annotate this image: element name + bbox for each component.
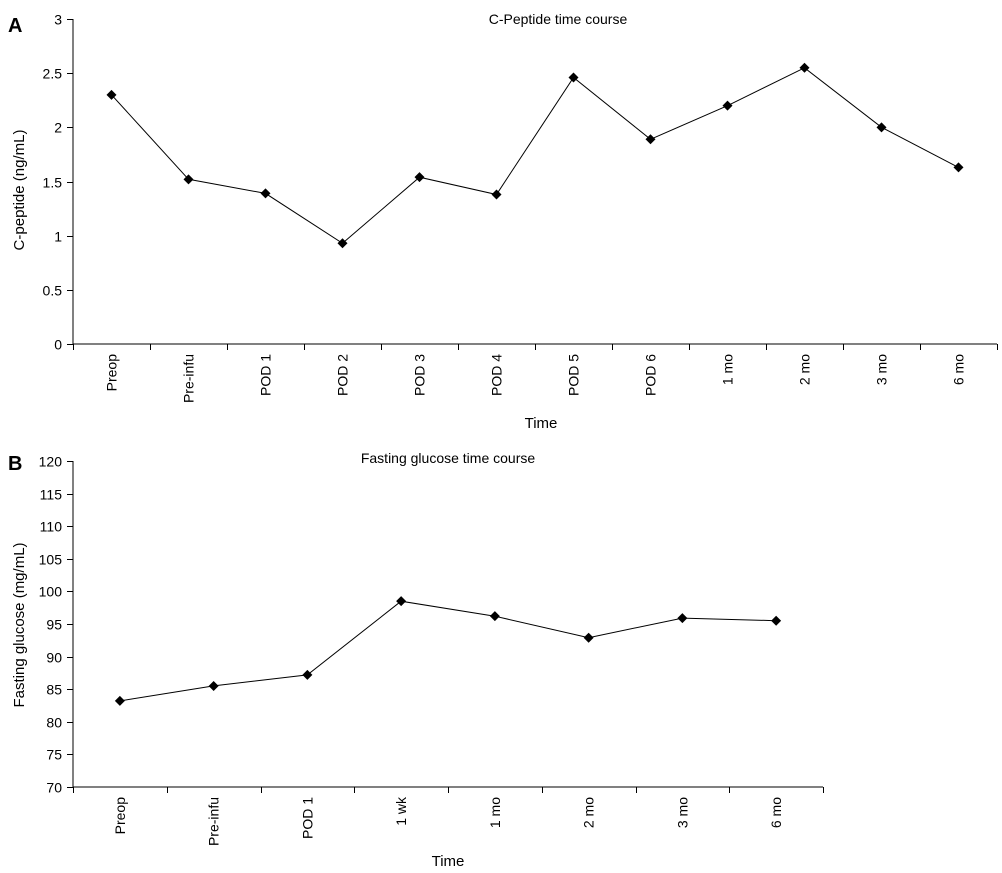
y-axis-label-c-peptide: C-peptide (ng/mL): [11, 130, 28, 251]
x-tick-label: 1 wk: [393, 796, 409, 826]
x-tick-label: 2 mo: [797, 354, 813, 385]
data-point-c-peptide: [260, 188, 271, 199]
data-point-c-peptide: [722, 100, 733, 111]
y-tick-label: 1: [54, 229, 62, 245]
y-tick-label: 75: [46, 747, 62, 763]
x-tick-label: 1 mo: [720, 354, 736, 385]
y-tick-label: 110: [40, 519, 63, 535]
chart-title-c-peptide: C-Peptide time course: [489, 11, 628, 27]
y-tick-label: 80: [46, 715, 62, 731]
y-axis-label-fasting-glucose: Fasting glucose (mg/mL): [11, 542, 28, 707]
x-tick-label: POD 1: [299, 797, 315, 839]
data-point-fasting-glucose: [208, 680, 219, 691]
y-tick-label: 115: [40, 487, 63, 503]
x-tick-label: POD 5: [566, 354, 582, 396]
data-point-c-peptide: [799, 62, 810, 73]
x-tick-label: POD 1: [258, 354, 274, 396]
x-tick-label: Preop: [104, 354, 120, 392]
y-tick-label: 85: [46, 682, 62, 698]
y-tick-label: 0.5: [43, 283, 63, 299]
data-point-fasting-glucose: [677, 613, 688, 624]
y-tick-label: 2: [54, 120, 62, 136]
x-tick-label: POD 6: [643, 354, 659, 396]
x-tick-label: Pre-infu: [181, 354, 197, 403]
x-tick-label: 2 mo: [581, 797, 597, 828]
x-axis-label-fasting-glucose: Time: [432, 853, 465, 870]
panel-label-b: B: [8, 453, 22, 475]
x-tick-label: POD 2: [335, 354, 351, 396]
data-point-c-peptide: [568, 72, 579, 83]
panel-label-a: A: [8, 15, 22, 37]
data-point-c-peptide: [876, 122, 887, 133]
x-tick-label: POD 3: [412, 354, 428, 396]
y-tick-label: 100: [39, 584, 63, 600]
x-tick-label: Preop: [112, 797, 128, 835]
y-tick-label: 70: [46, 780, 62, 796]
x-axis-label-c-peptide: Time: [525, 415, 558, 432]
x-tick-label: 6 mo: [768, 797, 784, 828]
data-point-c-peptide: [337, 238, 348, 249]
series-line-fasting-glucose: [119, 600, 777, 702]
x-tick-label: Pre-infu: [206, 797, 222, 846]
data-point-fasting-glucose: [114, 695, 125, 706]
chart-c-peptide: A C-Peptide time course Time C-peptide (…: [8, 11, 998, 432]
y-tick-label: 120: [39, 454, 63, 470]
x-tick-label: 3 mo: [674, 797, 690, 828]
x-tick-label: 6 mo: [951, 354, 967, 385]
series-line-c-peptide: [111, 67, 959, 244]
y-tick-label: 105: [39, 552, 63, 568]
data-point-c-peptide: [183, 174, 194, 185]
y-tick-label: 0: [54, 337, 62, 353]
chart-fasting-glucose: B Fasting glucose time course Time Fasti…: [8, 450, 824, 870]
data-point-fasting-glucose: [396, 596, 407, 607]
x-tick-label: 3 mo: [874, 354, 890, 385]
y-tick-label: 95: [46, 617, 62, 633]
chart-title-fasting-glucose: Fasting glucose time course: [361, 450, 536, 466]
data-point-fasting-glucose: [771, 615, 782, 626]
data-point-c-peptide: [491, 189, 502, 200]
x-tick-label: POD 4: [489, 354, 505, 396]
y-tick-label: 2.5: [43, 66, 63, 82]
data-point-c-peptide: [645, 134, 656, 145]
y-tick-label: 90: [46, 650, 62, 666]
data-point-fasting-glucose: [489, 611, 500, 622]
data-point-c-peptide: [106, 89, 117, 100]
data-point-fasting-glucose: [302, 669, 313, 680]
data-point-c-peptide: [953, 162, 964, 173]
data-point-c-peptide: [414, 172, 425, 183]
data-point-fasting-glucose: [583, 632, 594, 643]
y-tick-label: 1.5: [43, 175, 63, 191]
y-tick-label: 3: [54, 12, 62, 28]
x-tick-label: 1 mo: [487, 797, 503, 828]
